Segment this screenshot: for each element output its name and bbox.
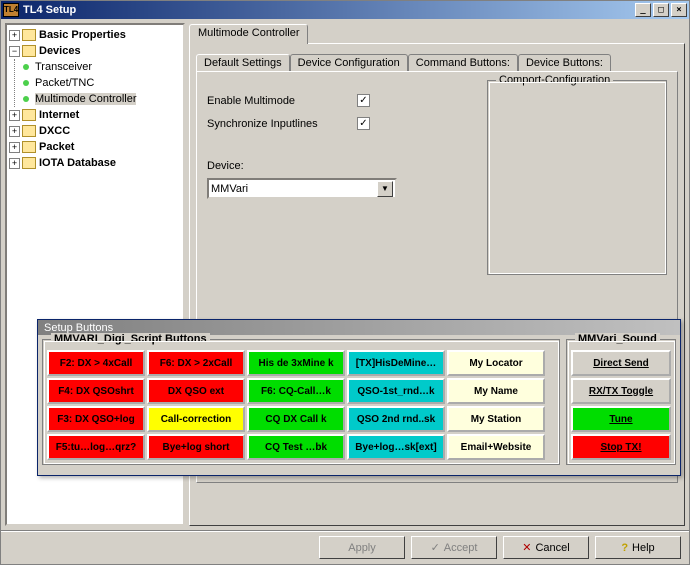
tree-node-packet-tnc[interactable]: Packet/TNC	[21, 75, 181, 91]
cancel-button-label: Cancel	[535, 542, 569, 554]
expand-icon[interactable]: +	[9, 142, 20, 153]
subtab-device-buttons-[interactable]: Device Buttons:	[518, 54, 611, 71]
expand-icon[interactable]: +	[9, 110, 20, 121]
script-button[interactable]: Email+Website	[447, 434, 545, 460]
device-dropdown[interactable]: MMVari ▼	[207, 178, 397, 199]
tree-node-devices[interactable]: − Devices	[9, 43, 181, 59]
script-buttons-group: MMVARI_Digi_Script Buttons F2: DX > 4xCa…	[42, 339, 560, 465]
bullet-icon	[23, 96, 29, 102]
script-button[interactable]: My Name	[447, 378, 545, 404]
help-button-label: Help	[632, 542, 655, 554]
question-icon: ?	[621, 542, 628, 554]
x-icon: ✕	[522, 541, 531, 554]
script-button[interactable]: F5:tu…log…qrz?	[47, 434, 145, 460]
tree-node-dxcc[interactable]: + DXCC	[9, 123, 181, 139]
chevron-down-icon[interactable]: ▼	[377, 181, 393, 197]
folder-icon	[22, 29, 36, 41]
close-button[interactable]: ×	[671, 3, 687, 17]
cancel-button[interactable]: ✕ Cancel	[503, 536, 589, 559]
tree-node-transceiver[interactable]: Transceiver	[21, 59, 181, 75]
sound-button-direct-send[interactable]: Direct Send	[571, 350, 671, 376]
script-button[interactable]: His de 3xMine k	[247, 350, 345, 376]
tree-label: Devices	[39, 45, 81, 57]
expand-icon[interactable]: +	[9, 158, 20, 169]
check-icon: ✓	[431, 541, 440, 554]
script-group-title: MMVARI_Digi_Script Buttons	[51, 333, 210, 345]
subtab-default-settings[interactable]: Default Settings	[196, 54, 290, 71]
script-button[interactable]: QSO 2nd rnd..sk	[347, 406, 445, 432]
window-title: TL4 Setup	[23, 4, 635, 16]
tree-node-basic-properties[interactable]: + Basic Properties	[9, 27, 181, 43]
tree-label: Packet/TNC	[35, 77, 94, 89]
minimize-button[interactable]: _	[635, 3, 651, 17]
tree-label: Basic Properties	[39, 29, 126, 41]
sound-button-rx-tx-toggle[interactable]: RX/TX Toggle	[571, 378, 671, 404]
sub-tabstrip: Default SettingsDevice ConfigurationComm…	[196, 54, 678, 71]
script-button[interactable]: [TX]HisDeMine…	[347, 350, 445, 376]
script-button[interactable]: My Locator	[447, 350, 545, 376]
app-window: TL4 TL4 Setup _ □ × + Basic Properties − De…	[0, 0, 690, 565]
tree-label: Multimode Controller	[35, 93, 136, 105]
sound-group-title: MMVari_Sound	[575, 333, 660, 345]
script-button[interactable]: CQ DX Call k	[247, 406, 345, 432]
tree-label: Internet	[39, 109, 79, 121]
folder-icon	[22, 45, 36, 57]
folder-icon	[22, 109, 36, 121]
tree-node-iota-database[interactable]: + IOTA Database	[9, 155, 181, 171]
script-button[interactable]: F3: DX QSO+log	[47, 406, 145, 432]
tree-node-packet[interactable]: + Packet	[9, 139, 181, 155]
label-enable-multimode: Enable Multimode	[207, 95, 357, 107]
sound-buttons-group: MMVari_Sound Direct SendRX/TX ToggleTune…	[566, 339, 676, 465]
subtab-command-buttons-[interactable]: Command Buttons:	[408, 54, 518, 71]
script-button[interactable]: F4: DX QSOshrt	[47, 378, 145, 404]
script-button[interactable]: CQ Test …bk	[247, 434, 345, 460]
script-button[interactable]: Call-correction	[147, 406, 245, 432]
tree-node-internet[interactable]: + Internet	[9, 107, 181, 123]
tree-label: IOTA Database	[39, 157, 116, 169]
tab-multimode-controller[interactable]: Multimode Controller	[189, 24, 308, 44]
script-button[interactable]: My Station	[447, 406, 545, 432]
label-sync-inputlines: Synchronize Inputlines	[207, 118, 357, 130]
bullet-icon	[23, 64, 29, 70]
setup-buttons-window: Setup Buttons MMVARI_Digi_Script Buttons…	[37, 319, 681, 476]
script-button[interactable]: QSO-1st_rnd…k	[347, 378, 445, 404]
body-area: + Basic Properties − Devices Transceiver Pack…	[1, 19, 689, 530]
script-button[interactable]: Bye+log short	[147, 434, 245, 460]
folder-icon	[22, 157, 36, 169]
expand-icon[interactable]: +	[9, 30, 20, 41]
titlebar: TL4 TL4 Setup _ □ ×	[1, 1, 689, 19]
accept-button-label: Accept	[444, 542, 478, 554]
folder-icon	[22, 125, 36, 137]
script-button[interactable]: DX QSO ext	[147, 378, 245, 404]
script-button[interactable]: F6: DX > 2xCall	[147, 350, 245, 376]
folder-icon	[22, 141, 36, 153]
sound-button-stop-tx-[interactable]: Stop TX!	[571, 434, 671, 460]
expand-icon[interactable]: −	[9, 46, 20, 57]
accept-button[interactable]: ✓ Accept	[411, 536, 497, 559]
maximize-button[interactable]: □	[653, 3, 669, 17]
expand-icon[interactable]: +	[9, 126, 20, 137]
help-button[interactable]: ? Help	[595, 536, 681, 559]
checkbox-enable-multimode[interactable]: ✓	[357, 94, 370, 107]
tree-label: DXCC	[39, 125, 70, 137]
checkbox-sync-inputlines[interactable]: ✓	[357, 117, 370, 130]
subtab-device-configuration[interactable]: Device Configuration	[290, 54, 408, 71]
dialog-button-bar: Apply ✓ Accept ✕ Cancel ? Help	[1, 530, 689, 564]
comport-configuration-group: Comport-Configuration	[487, 80, 667, 275]
comport-group-title: Comport-Configuration	[496, 74, 613, 86]
apply-button[interactable]: Apply	[319, 536, 405, 559]
device-dropdown-value: MMVari	[211, 183, 377, 195]
app-icon: TL4	[3, 3, 19, 17]
script-button[interactable]: Bye+log…sk[ext]	[347, 434, 445, 460]
tree-node-multimode-controller[interactable]: Multimode Controller	[21, 91, 181, 107]
sound-button-tune[interactable]: Tune	[571, 406, 671, 432]
tree-label: Packet	[39, 141, 74, 153]
main-tabstrip: Multimode Controller	[189, 23, 685, 43]
setup-buttons-title: Setup Buttons	[40, 322, 678, 334]
script-button[interactable]: F6: CQ-Call…k	[247, 378, 345, 404]
script-button[interactable]: F2: DX > 4xCall	[47, 350, 145, 376]
bullet-icon	[23, 80, 29, 86]
apply-button-label: Apply	[348, 542, 376, 554]
tree-label: Transceiver	[35, 61, 92, 73]
